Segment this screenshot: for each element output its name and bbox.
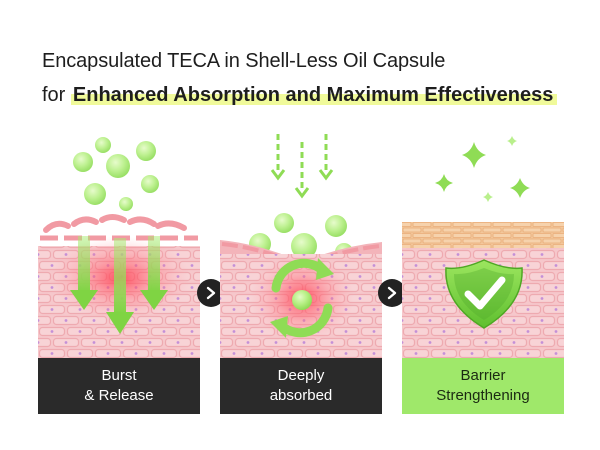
checkmark-shield-icon <box>445 259 523 329</box>
skin-surface <box>40 214 198 241</box>
headline-highlight: Enhanced Absorption and Maximum Effectiv… <box>70 84 558 106</box>
chevron-right-icon <box>387 286 397 300</box>
chevron-right-icon <box>206 286 216 300</box>
headline-line2: for Enhanced Absorption and Maximum Effe… <box>42 82 582 108</box>
penetration-arrows <box>70 236 168 334</box>
capsule-bubbles <box>73 137 159 211</box>
step-caption-burst-line1: Burst <box>101 367 137 384</box>
step-caption-burst: Burst & Release <box>38 358 200 414</box>
burst-release-illustration <box>38 137 200 358</box>
step-caption-absorbed-line1: Deeply <box>277 367 325 384</box>
next-step-arrow-2 <box>378 279 406 307</box>
step-caption-barrier: Barrier Strengthening <box>402 358 564 414</box>
headline: Encapsulated TECA in Shell-Less Oil Caps… <box>42 48 582 108</box>
sparkle-icon <box>435 136 530 202</box>
step-caption-absorbed: Deeply absorbed <box>220 358 382 414</box>
strengthened-barrier-layer <box>402 222 564 248</box>
step-caption-barrier-line1: Barrier <box>460 367 506 384</box>
step-caption-barrier-line2: Strengthening <box>436 387 530 404</box>
step-barrier-strengthening: Barrier Strengthening <box>402 128 564 414</box>
step-deeply-absorbed: Deeply absorbed <box>220 128 382 414</box>
headline-line2-prefix: for <box>42 84 71 106</box>
step-caption-absorbed-line2: absorbed <box>269 387 333 404</box>
barrier-strengthening-illustration <box>402 136 564 358</box>
headline-line1: Encapsulated TECA in Shell-Less Oil Caps… <box>42 50 446 72</box>
step-caption-burst-line2: & Release <box>84 387 154 404</box>
deeply-absorbed-illustration <box>220 134 382 358</box>
dashed-down-arrows <box>270 134 334 199</box>
step-burst-release: Burst & Release <box>38 128 200 414</box>
circular-arrows-icon <box>270 258 334 338</box>
